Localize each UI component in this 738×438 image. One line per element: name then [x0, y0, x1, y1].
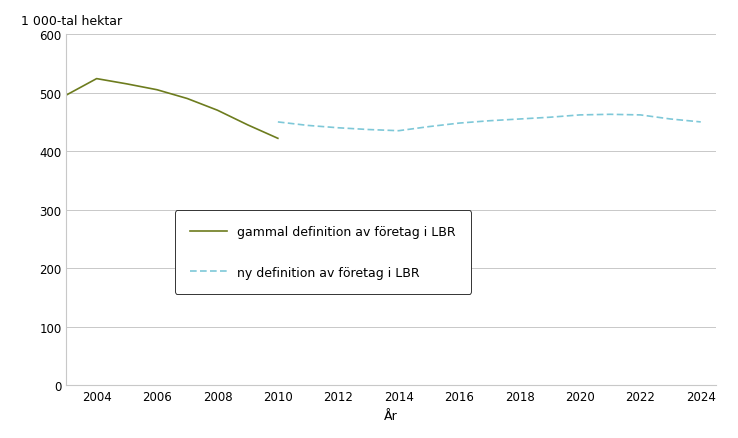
- gammal definition av företag i LBR: [244, 123, 252, 128]
- gammal definition av företag i LBR: [92, 77, 101, 82]
- ny definition av företag i LBR: [303, 124, 312, 129]
- ny definition av företag i LBR: [274, 120, 283, 125]
- ny definition av företag i LBR: [545, 115, 554, 120]
- gammal definition av företag i LBR: [62, 93, 71, 99]
- ny definition av företag i LBR: [576, 113, 584, 118]
- Legend: gammal definition av företag i LBR, ny definition av företag i LBR: gammal definition av företag i LBR, ny d…: [175, 211, 471, 294]
- X-axis label: År: År: [384, 409, 398, 422]
- ny definition av företag i LBR: [606, 113, 615, 118]
- ny definition av företag i LBR: [455, 121, 463, 127]
- ny definition av företag i LBR: [485, 119, 494, 124]
- Line: ny definition av företag i LBR: ny definition av företag i LBR: [278, 115, 701, 131]
- ny definition av företag i LBR: [334, 126, 342, 131]
- Line: gammal definition av företag i LBR: gammal definition av företag i LBR: [66, 79, 278, 139]
- gammal definition av företag i LBR: [123, 82, 131, 87]
- ny definition av företag i LBR: [515, 117, 524, 122]
- Text: 1 000-tal hektar: 1 000-tal hektar: [21, 15, 122, 28]
- gammal definition av företag i LBR: [183, 97, 192, 102]
- ny definition av företag i LBR: [666, 117, 675, 122]
- gammal definition av företag i LBR: [213, 108, 222, 113]
- ny definition av företag i LBR: [364, 127, 373, 133]
- ny definition av företag i LBR: [697, 120, 706, 125]
- gammal definition av företag i LBR: [274, 136, 283, 141]
- ny definition av företag i LBR: [424, 125, 433, 130]
- gammal definition av företag i LBR: [153, 88, 162, 93]
- ny definition av företag i LBR: [636, 113, 645, 118]
- ny definition av företag i LBR: [394, 129, 403, 134]
